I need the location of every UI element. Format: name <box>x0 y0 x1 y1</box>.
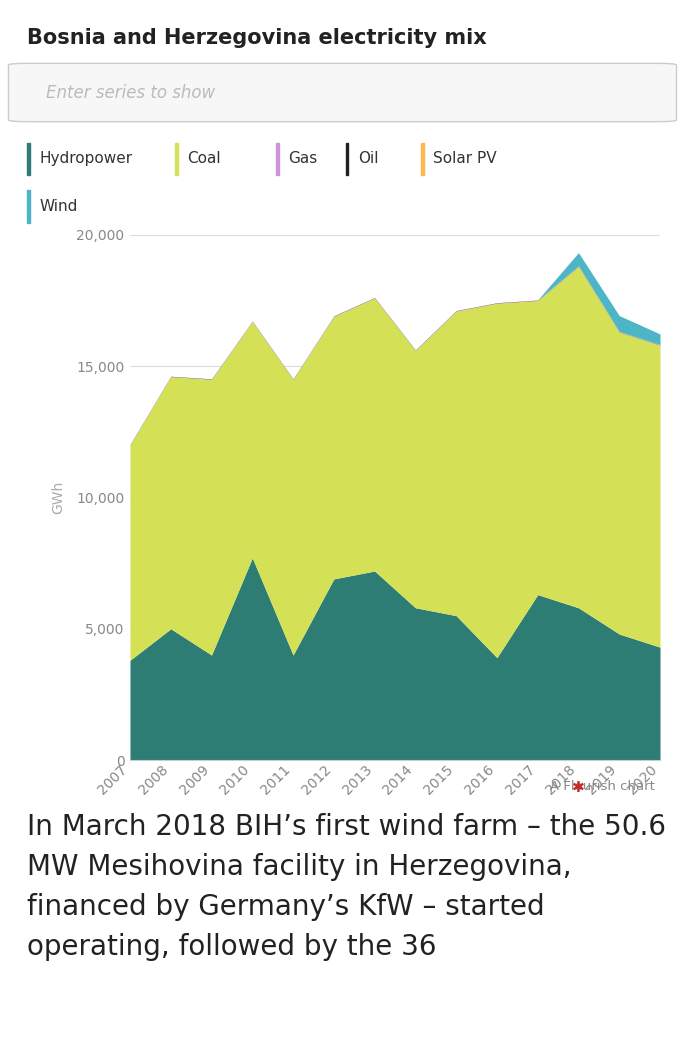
Bar <box>346 142 348 175</box>
Text: Coal: Coal <box>188 151 221 165</box>
Text: Hydropower: Hydropower <box>40 151 133 165</box>
Text: Gas: Gas <box>288 151 318 165</box>
Y-axis label: GWh: GWh <box>51 481 65 514</box>
Bar <box>27 191 30 223</box>
Bar <box>276 142 279 175</box>
Text: Oil: Oil <box>358 151 378 165</box>
Text: A Flourish chart: A Flourish chart <box>549 780 654 794</box>
Bar <box>421 142 424 175</box>
Bar <box>175 142 178 175</box>
Text: In March 2018 BIH’s first wind farm – the 50.6
MW Mesihovina facility in Herzego: In March 2018 BIH’s first wind farm – th… <box>27 812 667 961</box>
Text: Solar PV: Solar PV <box>434 151 497 165</box>
Text: ✱: ✱ <box>573 780 585 795</box>
Text: Wind: Wind <box>40 199 78 214</box>
Text: Enter series to show: Enter series to show <box>47 84 215 102</box>
Text: Bosnia and Herzegovina electricity mix: Bosnia and Herzegovina electricity mix <box>27 28 487 48</box>
FancyBboxPatch shape <box>8 64 677 121</box>
Bar <box>27 142 30 175</box>
